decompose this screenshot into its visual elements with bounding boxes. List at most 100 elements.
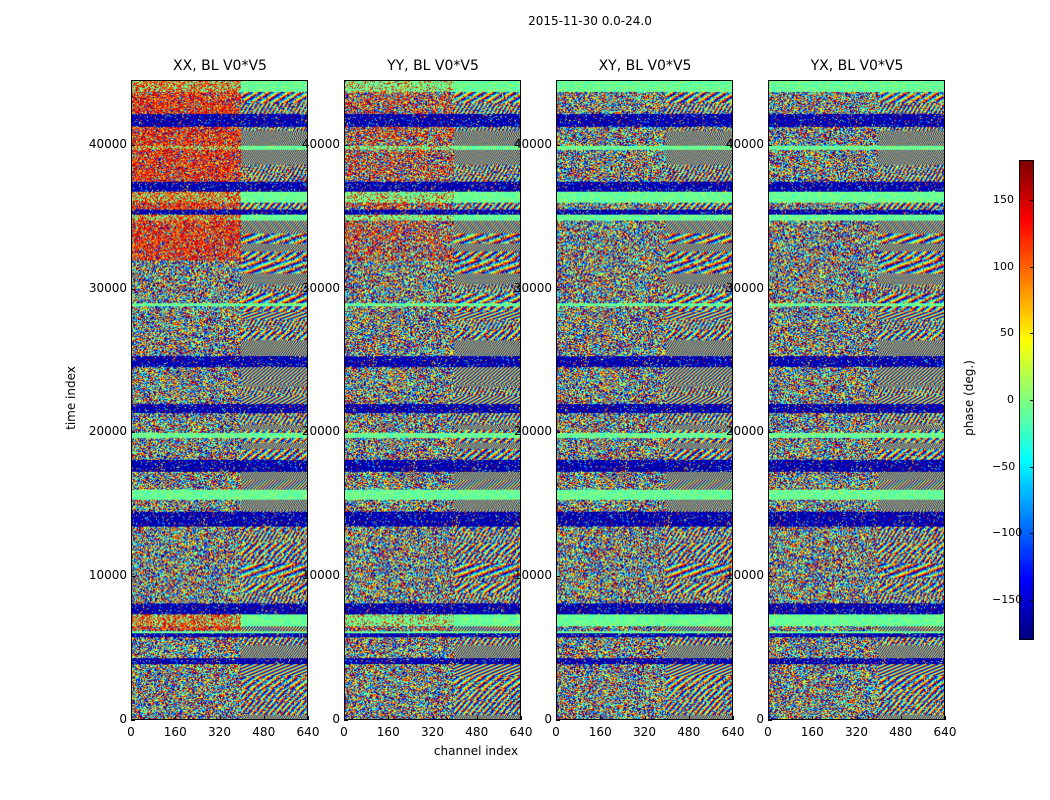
y-tick-label: 0 xyxy=(756,712,764,726)
x-tick-label: 480 xyxy=(465,725,489,739)
y-tick-mark xyxy=(768,720,772,721)
colorbar-tick-mark xyxy=(1030,200,1034,201)
y-tick-mark xyxy=(768,144,772,146)
colorbar-tick-label: −150 xyxy=(992,593,1023,606)
x-tick-label: 640 xyxy=(721,725,745,739)
y-tick-label: 30000 xyxy=(725,280,764,295)
x-tick-mark xyxy=(131,716,132,720)
x-tick-mark xyxy=(856,716,858,720)
y-tick-label: 20000 xyxy=(513,424,552,439)
x-tick-mark xyxy=(812,716,814,720)
y-tick-mark xyxy=(344,576,348,578)
x-tick-mark xyxy=(344,716,345,720)
colorbar-tick-mark xyxy=(1030,333,1034,335)
y-axis-label: time index xyxy=(64,366,78,430)
x-tick-label: 160 xyxy=(588,725,612,739)
x-tick-mark xyxy=(219,716,221,720)
x-tick-mark xyxy=(688,716,690,720)
x-tick-mark xyxy=(945,716,946,720)
y-tick-label: 0 xyxy=(544,712,552,726)
colorbar-tick-mark xyxy=(1030,400,1034,401)
x-tick-mark xyxy=(644,716,646,720)
colorbar-tick-label: 50 xyxy=(1000,326,1014,340)
x-tick-label: 0 xyxy=(552,725,560,739)
y-tick-label: 30000 xyxy=(88,280,127,295)
y-tick-label: 0 xyxy=(119,712,127,726)
panel-title-xx: XX, BL V0*V5 xyxy=(173,58,267,74)
x-tick-label: 480 xyxy=(677,725,701,739)
x-tick-label: 320 xyxy=(845,725,868,739)
y-tick-mark xyxy=(344,720,348,721)
x-tick-label: 160 xyxy=(376,725,400,739)
y-tick-mark xyxy=(344,144,348,146)
colorbar-tick-label: 0 xyxy=(1007,393,1014,406)
y-tick-mark xyxy=(344,432,348,434)
x-tick-mark xyxy=(768,716,769,720)
y-tick-mark xyxy=(131,720,135,721)
y-tick-label: 10000 xyxy=(301,568,340,583)
x-tick-label: 160 xyxy=(800,725,824,739)
y-tick-label: 20000 xyxy=(301,424,340,439)
x-tick-label: 480 xyxy=(889,725,913,739)
y-tick-mark xyxy=(556,144,560,146)
heatmap-panel-xy xyxy=(556,80,733,720)
colorbar-tick-mark xyxy=(1030,600,1034,601)
figure-title: 2015-11-30 0.0-24.0 xyxy=(528,14,652,28)
colorbar-tick-label: 150 xyxy=(993,193,1014,206)
heatmap-panel-yx xyxy=(768,80,945,720)
y-tick-label: 10000 xyxy=(725,568,764,583)
y-tick-mark xyxy=(131,288,135,290)
x-tick-mark xyxy=(476,716,478,720)
y-tick-label: 40000 xyxy=(301,136,340,151)
y-tick-mark xyxy=(556,720,560,721)
x-tick-mark xyxy=(900,716,902,720)
y-tick-label: 30000 xyxy=(513,280,552,295)
x-tick-label: 640 xyxy=(933,725,957,739)
x-tick-label: 0 xyxy=(340,725,348,739)
x-tick-label: 640 xyxy=(296,725,320,739)
y-tick-mark xyxy=(131,432,135,434)
x-tick-label: 640 xyxy=(509,725,533,739)
x-tick-label: 480 xyxy=(252,725,276,739)
y-tick-label: 40000 xyxy=(725,136,764,151)
y-tick-mark xyxy=(768,576,772,578)
x-tick-mark xyxy=(175,716,177,720)
y-tick-label: 30000 xyxy=(301,280,340,295)
heatmap-panel-xx xyxy=(131,80,308,720)
x-tick-mark xyxy=(600,716,602,720)
y-tick-mark xyxy=(556,576,560,578)
panel-title-yy: YY, BL V0*V5 xyxy=(387,58,479,74)
x-tick-label: 0 xyxy=(127,725,135,739)
y-tick-label: 40000 xyxy=(513,136,552,151)
colorbar-tick-label: −100 xyxy=(992,526,1023,540)
colorbar-tick-label: −50 xyxy=(992,459,1016,473)
x-tick-mark xyxy=(308,716,309,720)
colorbar-tick-mark xyxy=(1030,266,1034,268)
y-tick-label: 10000 xyxy=(88,568,127,583)
y-tick-mark xyxy=(768,432,772,434)
x-tick-mark xyxy=(388,716,390,720)
x-tick-label: 0 xyxy=(764,725,772,739)
colorbar-tick-mark xyxy=(1030,533,1034,535)
x-tick-mark xyxy=(263,716,265,720)
y-tick-label: 40000 xyxy=(88,136,127,151)
y-tick-label: 20000 xyxy=(725,424,764,439)
x-tick-label: 320 xyxy=(421,725,444,739)
y-tick-mark xyxy=(556,432,560,434)
y-tick-mark xyxy=(131,576,135,578)
y-tick-label: 20000 xyxy=(88,424,127,439)
colorbar-tick-label: 100 xyxy=(993,259,1014,273)
colorbar-tick-mark xyxy=(1030,466,1034,468)
x-tick-mark xyxy=(521,716,522,720)
panel-title-xy: XY, BL V0*V5 xyxy=(598,58,692,74)
y-tick-mark xyxy=(344,288,348,290)
x-axis-label: channel index xyxy=(433,744,519,758)
y-tick-mark xyxy=(131,144,135,146)
y-tick-mark xyxy=(556,288,560,290)
panel-title-yx: YX, BL V0*V5 xyxy=(810,58,904,74)
y-tick-label: 10000 xyxy=(513,568,552,583)
x-tick-mark xyxy=(432,716,434,720)
y-tick-mark xyxy=(768,288,772,290)
x-tick-label: 320 xyxy=(208,725,231,739)
